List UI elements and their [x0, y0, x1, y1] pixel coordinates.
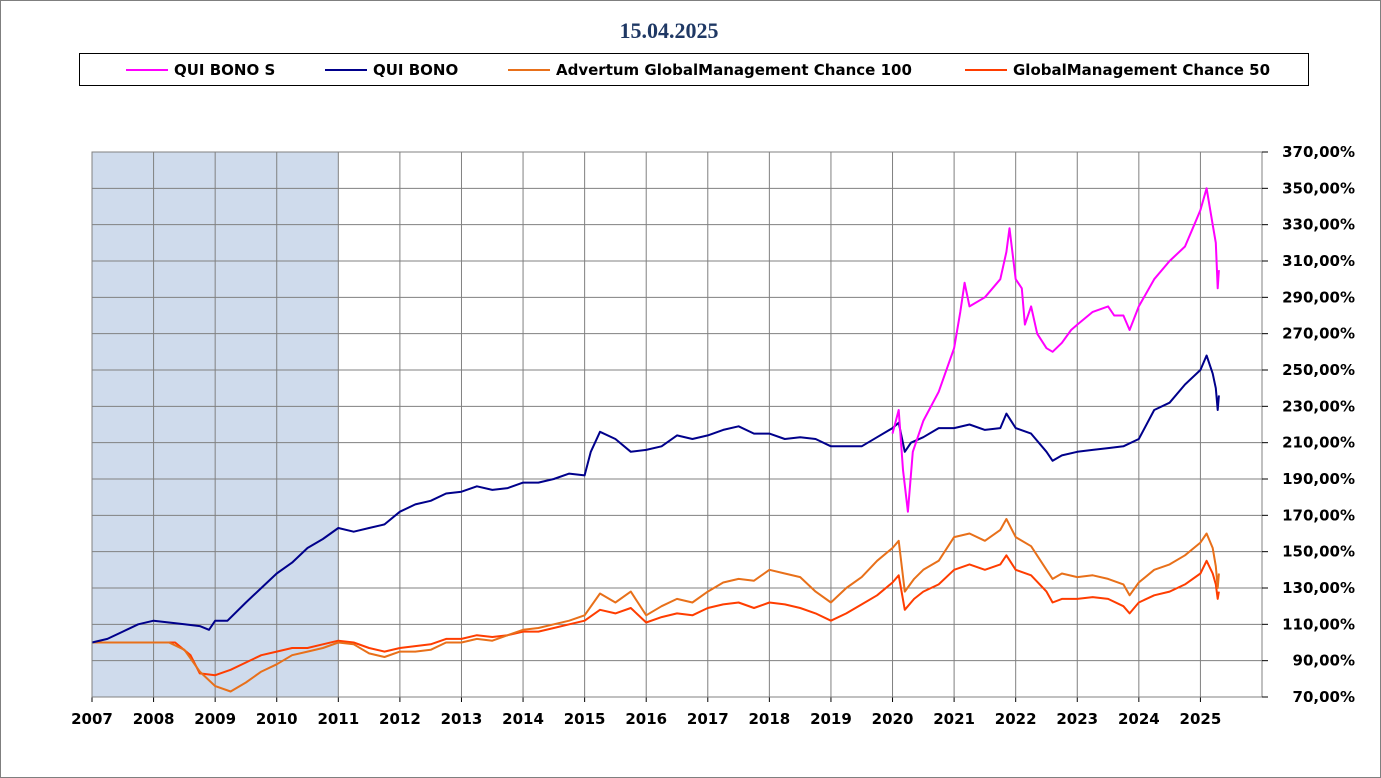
y-tick-label: 150,00% [1282, 543, 1355, 561]
y-tick-label: 370,00% [1282, 143, 1355, 161]
legend-swatch-chance-50 [965, 68, 1007, 71]
legend-label-chance-50: GlobalManagement Chance 50 [1013, 60, 1271, 79]
series-line-advertum-globalmanagement-chance-100 [92, 518, 1220, 693]
x-tick-label: 2017 [687, 710, 729, 728]
y-tick-label: 70,00% [1293, 688, 1355, 706]
x-tick-label: 2022 [995, 710, 1037, 728]
x-tick-label: 2016 [625, 710, 667, 728]
x-tick-label: 2019 [810, 710, 852, 728]
y-tick-label: 270,00% [1282, 325, 1355, 343]
x-tick-label: 2013 [441, 710, 483, 728]
x-tick-label: 2011 [317, 710, 359, 728]
y-tick-label: 310,00% [1282, 252, 1355, 270]
x-tick-label: 2008 [133, 710, 175, 728]
legend-label-advertum-chance-100: Advertum GlobalManagement Chance 100 [556, 60, 912, 79]
x-tick-label: 2024 [1118, 710, 1160, 728]
x-tick-label: 2007 [71, 710, 113, 728]
x-tick-label: 2018 [748, 710, 790, 728]
x-tick-label: 2021 [933, 710, 975, 728]
y-tick-label: 230,00% [1282, 397, 1355, 415]
legend-item-qui-bono-s: QUI BONO S [126, 54, 275, 85]
x-tick-label: 2010 [256, 710, 298, 728]
legend-label-qui-bono-s: QUI BONO S [174, 60, 276, 79]
y-tick-label: 170,00% [1282, 506, 1355, 524]
x-tick-label: 2015 [564, 710, 606, 728]
plot-area-border [91, 151, 1263, 698]
legend-swatch-advertum-chance-100 [508, 68, 550, 71]
series-line-globalmanagement-chance-50 [92, 554, 1220, 677]
y-tick-label: 90,00% [1293, 652, 1355, 670]
legend-label-qui-bono: QUI BONO [373, 60, 459, 79]
x-tick-label: 2009 [194, 710, 236, 728]
series-line-qui-bono [91, 354, 1220, 644]
legend-swatch-qui-bono-s [126, 68, 168, 71]
y-tick-label: 350,00% [1282, 179, 1355, 197]
x-tick-label: 2020 [872, 710, 914, 728]
chart-legend: QUI BONO S QUI BONO Advertum GlobalManag… [79, 53, 1309, 86]
legend-item-advertum-chance-100: Advertum GlobalManagement Chance 100 [508, 54, 912, 85]
y-axis-tick-labels: 70,00% 90,00% 110,00% 130,00% 150,00% 170,00%… [1262, 143, 1355, 706]
y-tick-label: 330,00% [1282, 216, 1355, 234]
x-tick-label: 2025 [1180, 710, 1222, 728]
x-tick-label: 2014 [502, 710, 544, 728]
x-tick-label: 2023 [1056, 710, 1098, 728]
legend-item-qui-bono: QUI BONO [325, 54, 458, 85]
x-tick-label: 2012 [379, 710, 421, 728]
y-tick-label: 130,00% [1282, 579, 1355, 597]
y-tick-label: 110,00% [1282, 615, 1355, 633]
y-tick-label: 190,00% [1282, 470, 1355, 488]
series-line-qui-bono-s [891, 187, 1220, 513]
legend-item-chance-50: GlobalManagement Chance 50 [965, 54, 1270, 85]
chart-title: 15.04.2025 [619, 18, 719, 43]
y-tick-label: 210,00% [1282, 434, 1355, 452]
series-lines [91, 187, 1220, 693]
x-axis-tick-labels: 2007 2008 2009 2010 2011 2012 2013 2014 2015 2016… [71, 710, 1221, 728]
y-tick-label: 290,00% [1282, 288, 1355, 306]
legend-swatch-qui-bono [325, 68, 367, 71]
y-tick-label: 250,00% [1282, 361, 1355, 379]
